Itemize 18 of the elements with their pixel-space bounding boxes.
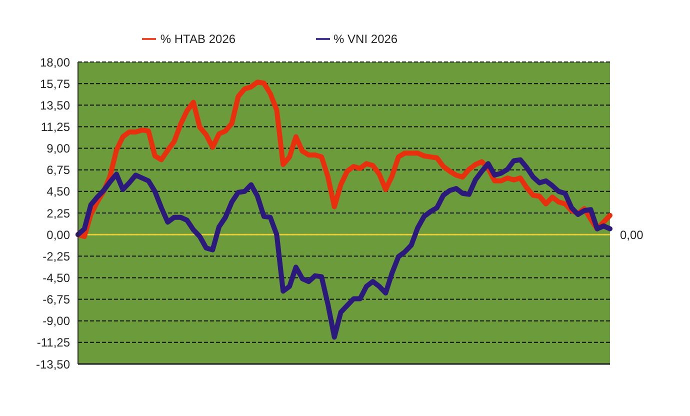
y-tick-label: -11,25 bbox=[36, 336, 70, 350]
y-tick-label: 2,25 bbox=[46, 206, 70, 220]
y-tick-label: 15,75 bbox=[40, 76, 70, 91]
y-tick-label: -2,25 bbox=[42, 249, 70, 264]
ref-line-label: 0,00 bbox=[620, 228, 644, 242]
legend-label: % VNI 2026 bbox=[334, 32, 398, 46]
y-tick-label: 18,00 bbox=[40, 55, 70, 70]
y-tick-label: -13,50 bbox=[36, 357, 70, 372]
y-tick-label: 11,25 bbox=[40, 120, 70, 134]
y-tick-label: -6,75 bbox=[42, 292, 70, 307]
y-tick-label: -4,50 bbox=[42, 270, 70, 285]
y-tick-label: 13,50 bbox=[40, 98, 70, 112]
y-tick-label: 9,00 bbox=[46, 142, 70, 156]
y-tick-label: 4,50 bbox=[46, 184, 70, 199]
y-tick-label: -9,00 bbox=[42, 314, 70, 328]
y-tick-label: 0,00 bbox=[46, 228, 70, 242]
legend-label: % HTAB 2026 bbox=[160, 32, 236, 46]
y-tick-label: 6,75 bbox=[46, 163, 70, 178]
